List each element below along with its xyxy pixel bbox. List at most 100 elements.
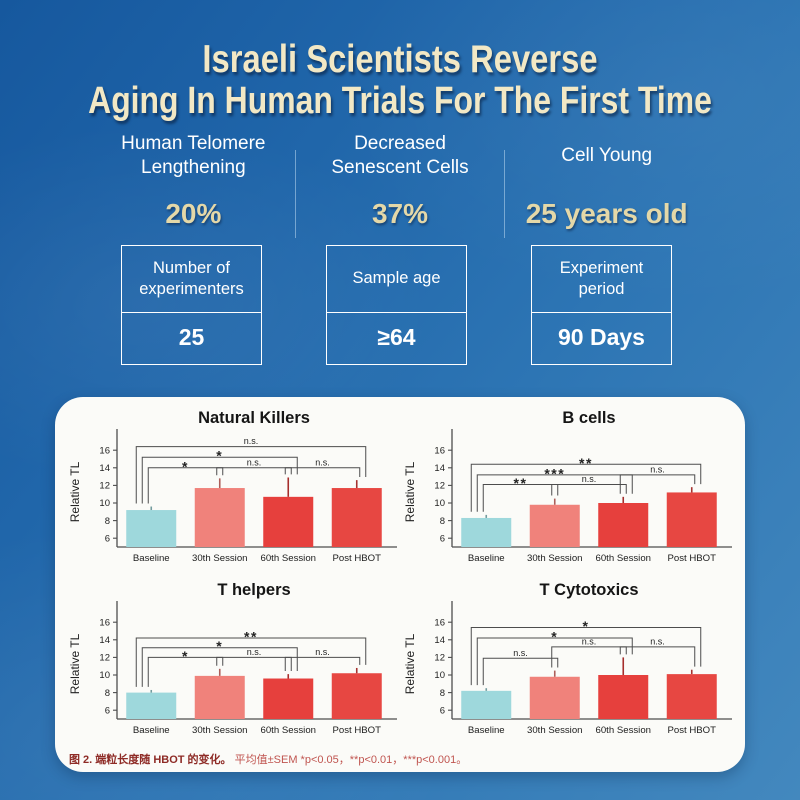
y-tick-label: 14	[99, 635, 110, 646]
significance-label: n.s.	[650, 464, 665, 474]
y-tick-label: 14	[99, 463, 110, 474]
stat-value: 25 years old	[525, 198, 688, 229]
figure-caption-bold: 图 2. 端粒长度随 HBOT 的变化。	[69, 754, 232, 766]
info-box-label-line: Number of	[152, 258, 231, 277]
bar-30th-session	[194, 488, 245, 547]
stat-senescent-cells: Decreased Senescent Cells 37%	[297, 131, 504, 230]
chart-title: T helpers	[217, 581, 290, 599]
info-box-value: 90 Days	[558, 324, 645, 350]
chart-t-helpers: T helpers Relative TL 6 8 10 12 14 16 * n.s. n.s. *…	[65, 577, 400, 749]
bar-30th-session	[194, 675, 245, 719]
x-tick-label: 30th Session	[192, 725, 247, 736]
figure-caption-normal: 平均值±SEM *p<0.05，**p<0.01，***p<0.001。	[231, 754, 468, 766]
y-tick-label: 12	[99, 481, 110, 492]
bar-30th-session	[529, 676, 580, 719]
chart-svg: T Cytotoxics Relative TL 6 8 10 12 14 16 n.s. n.s…	[403, 581, 732, 736]
x-tick-label: 60th Session	[261, 553, 316, 564]
significance-label: *	[182, 648, 189, 664]
significance-bracket	[482, 484, 559, 512]
bar-30th-session	[529, 504, 580, 547]
significance-label: *	[216, 638, 223, 654]
significance-bracket	[619, 646, 696, 667]
significance-label: n.s.	[244, 436, 259, 446]
info-box-label: Experiment period	[532, 246, 671, 313]
chart-title: Natural Killers	[198, 409, 310, 427]
stat-label: Decreased Senescent Cells	[297, 131, 504, 181]
y-tick-label: 10	[99, 498, 110, 509]
significance-label: *	[551, 629, 558, 645]
x-tick-label: Baseline	[133, 553, 170, 564]
significance-label: ***	[544, 465, 565, 481]
x-tick-label: Baseline	[133, 725, 170, 736]
significance-bracket	[147, 656, 224, 687]
x-tick-label: 60th Session	[596, 725, 651, 736]
significance-label: *	[216, 448, 223, 464]
stat-label: Cell Young	[503, 131, 710, 181]
significance-bracket	[551, 646, 627, 668]
info-box-experimenters: Number of experimenters 25	[121, 245, 262, 365]
significance-bracket	[470, 463, 702, 512]
y-tick-label: 16	[99, 617, 110, 628]
info-box-label-line: Experiment	[559, 258, 644, 277]
bar-baseline	[126, 692, 177, 719]
x-tick-label: Baseline	[468, 553, 505, 564]
y-axis-label: Relative TL	[68, 461, 82, 522]
y-tick-label: 8	[105, 688, 110, 699]
significance-bracket	[135, 446, 367, 504]
x-tick-label: Post HBOT	[667, 553, 716, 564]
significance-label: n.s.	[582, 474, 597, 484]
info-box-label-line: Sample age	[352, 269, 441, 288]
significance-label: n.s.	[315, 457, 330, 467]
info-box-label: Sample age	[327, 246, 466, 313]
stat-label-line: Senescent Cells	[331, 157, 469, 178]
x-tick-label: 60th Session	[596, 553, 651, 564]
y-tick-label: 6	[440, 533, 445, 544]
y-tick-label: 8	[105, 516, 110, 527]
y-axis-label: Relative TL	[403, 461, 417, 522]
y-tick-label: 8	[440, 516, 445, 527]
bar-baseline	[126, 510, 177, 547]
x-tick-label: 30th Session	[192, 553, 247, 564]
significance-label: n.s.	[247, 457, 262, 467]
info-box-value: 25	[178, 324, 205, 350]
x-tick-label: Baseline	[468, 725, 505, 736]
y-tick-label: 16	[99, 445, 110, 456]
significance-bracket	[141, 647, 298, 687]
significance-bracket	[141, 456, 298, 504]
info-box-sample-age: Sample age ≥64	[326, 245, 467, 365]
y-tick-label: 6	[105, 705, 110, 716]
bar-post-hbot	[666, 492, 717, 547]
significance-bracket	[147, 467, 224, 504]
stats-row: Human Telomere Lengthening 20% Decreased…	[90, 131, 710, 230]
significance-label: n.s.	[247, 647, 262, 657]
significance-bracket	[551, 484, 627, 496]
significance-label: n.s.	[650, 636, 665, 646]
x-tick-label: Post HBOT	[332, 553, 381, 564]
bar-60th-session	[263, 496, 314, 547]
x-tick-label: 60th Session	[261, 725, 316, 736]
y-tick-label: 14	[434, 463, 445, 474]
charts-panel: Natural Killers Relative TL 6 8 10 12 14 16 * n.s…	[55, 397, 745, 772]
significance-bracket	[135, 637, 367, 687]
bar-60th-session	[263, 678, 314, 719]
y-tick-label: 16	[434, 445, 445, 456]
stat-label-line: Decreased	[354, 132, 446, 154]
bar-post-hbot	[331, 673, 382, 719]
info-box-label: Number of experimenters	[122, 246, 261, 313]
significance-bracket	[216, 656, 292, 672]
y-tick-label: 6	[105, 533, 110, 544]
significance-bracket	[476, 637, 633, 686]
x-tick-label: Post HBOT	[332, 725, 381, 736]
y-tick-label: 6	[440, 705, 445, 716]
y-tick-label: 10	[99, 670, 110, 681]
y-tick-label: 12	[434, 653, 445, 664]
y-tick-label: 8	[440, 688, 445, 699]
stats-divider	[295, 150, 296, 238]
chart-svg: T helpers Relative TL 6 8 10 12 14 16 * n.s. n.s. *…	[68, 581, 397, 736]
significance-label: *	[583, 618, 590, 634]
significance-label: n.s.	[582, 636, 597, 646]
stat-value: 20%	[165, 198, 222, 229]
significance-label: n.s.	[513, 648, 528, 658]
y-tick-label: 12	[99, 653, 110, 664]
